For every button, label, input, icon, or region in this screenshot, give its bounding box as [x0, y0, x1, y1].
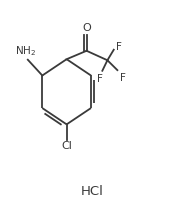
- Text: O: O: [82, 23, 91, 33]
- Text: F: F: [120, 73, 126, 83]
- Text: NH$_2$: NH$_2$: [15, 44, 37, 58]
- Text: Cl: Cl: [61, 141, 72, 151]
- Text: HCl: HCl: [81, 185, 103, 198]
- Text: F: F: [116, 42, 121, 52]
- Text: F: F: [97, 74, 103, 84]
